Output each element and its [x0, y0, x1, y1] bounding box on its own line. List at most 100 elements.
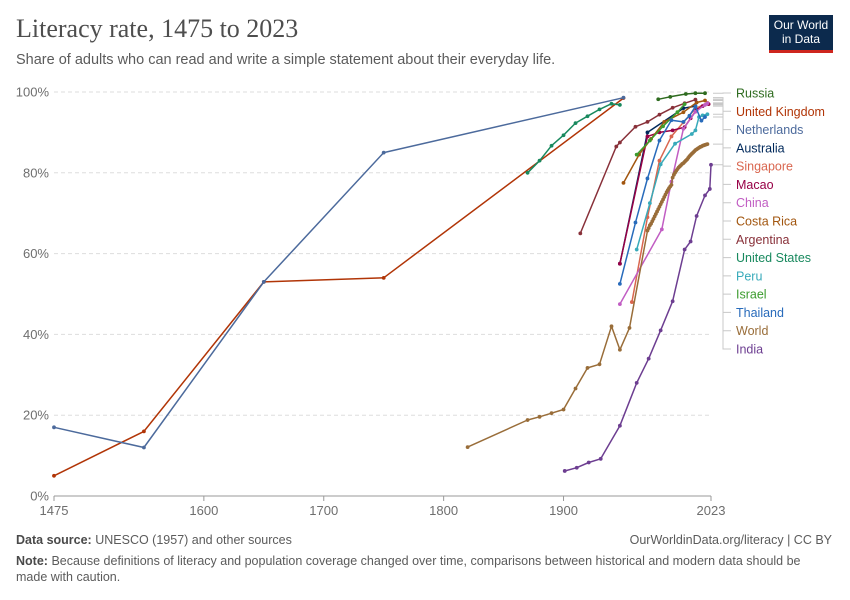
data-point: [689, 132, 694, 136]
data-point: [381, 150, 386, 155]
data-point: [675, 110, 680, 115]
data-point: [561, 133, 566, 138]
y-tick-label: 0%: [30, 489, 49, 504]
data-point: [705, 112, 710, 117]
data-point: [703, 91, 707, 96]
data-point: [537, 414, 542, 419]
data-point: [627, 326, 632, 330]
data-point: [659, 227, 664, 232]
data-point: [683, 92, 688, 96]
data-point: [658, 162, 663, 167]
data-point: [586, 460, 591, 465]
data-point: [525, 418, 530, 422]
data-point: [573, 121, 578, 126]
x-tick-label: 1700: [309, 503, 338, 518]
data-point: [465, 445, 470, 450]
series-line: [564, 164, 712, 472]
series-lines: [52, 91, 713, 478]
data-point: [657, 158, 662, 163]
data-point: [670, 128, 675, 133]
source-line: Data source: UNESCO (1957) and other sou…: [16, 533, 292, 547]
data-point: [662, 119, 667, 124]
legend-label: Singapore: [736, 160, 793, 174]
note-label: Note:: [16, 554, 48, 568]
y-tick-label: 80%: [23, 165, 49, 180]
data-point: [709, 162, 713, 167]
legend-label: United States: [736, 251, 811, 265]
data-point: [617, 302, 622, 306]
note-text: Because definitions of literacy and popu…: [16, 554, 801, 584]
data-point: [703, 98, 707, 103]
data-point: [617, 347, 622, 352]
y-tick-label: 40%: [23, 327, 49, 342]
note-line: Note: Because definitions of literacy an…: [16, 553, 826, 585]
legend-connector: [713, 105, 731, 149]
chart-subtitle: Share of adults who can read and write a…: [16, 52, 556, 68]
legend-label: India: [736, 343, 763, 357]
legend-connector: [713, 116, 731, 313]
chart-title: Literacy rate, 1475 to 2023: [16, 14, 299, 43]
data-point: [670, 105, 675, 110]
legend-connector: [713, 164, 731, 350]
credit-link[interactable]: OurWorldinData.org/literacy | CC BY: [629, 533, 832, 547]
owid-logo[interactable]: Our World in Data: [769, 15, 833, 53]
y-tick-label: 100%: [16, 85, 50, 100]
data-point: [693, 128, 698, 133]
data-point: [574, 465, 579, 470]
data-point: [705, 101, 710, 106]
y-tick-label: 20%: [23, 408, 49, 423]
data-point: [647, 138, 652, 143]
data-point: [562, 469, 567, 473]
logo-line-1: Our World: [773, 18, 829, 32]
data-point: [578, 231, 583, 236]
data-point: [669, 134, 674, 139]
data-point: [693, 91, 698, 96]
data-point: [670, 299, 675, 304]
data-point: [617, 423, 622, 428]
legend-connector: [713, 113, 731, 277]
data-point: [693, 109, 698, 114]
data-point: [634, 247, 639, 252]
x-tick-label: 1600: [189, 503, 218, 518]
data-point: [549, 143, 554, 148]
data-point: [658, 328, 663, 333]
data-point: [633, 124, 638, 129]
data-point: [617, 282, 622, 286]
data-point: [687, 113, 692, 118]
data-point: [682, 247, 687, 252]
data-point: [573, 386, 578, 391]
legend-connector: [713, 102, 731, 167]
data-point: [585, 114, 590, 119]
data-point: [614, 144, 619, 149]
data-point: [681, 126, 686, 131]
data-point: [688, 239, 693, 244]
series-line: [53, 97, 624, 477]
legend: Russia United Kingdom Netherlands Australia…: [713, 87, 825, 357]
legend-connector: [713, 103, 731, 295]
data-point: [669, 118, 674, 123]
data-point: [661, 124, 665, 129]
data-point: [656, 97, 661, 102]
data-point: [621, 181, 626, 185]
data-point: [52, 425, 56, 430]
y-tick-label: 60%: [23, 246, 49, 261]
data-point: [669, 183, 674, 187]
data-point: [693, 97, 698, 102]
data-point: [598, 456, 603, 461]
data-point: [633, 220, 638, 225]
data-point: [525, 170, 530, 175]
data-point: [142, 445, 146, 450]
data-point: [657, 138, 662, 143]
legend-label: Australia: [736, 141, 785, 155]
data-point: [703, 193, 707, 198]
data-point: [694, 214, 699, 218]
data-point: [707, 187, 712, 191]
series-line: [53, 96, 624, 449]
data-point: [52, 473, 56, 478]
series-line: [467, 143, 708, 448]
data-point: [629, 300, 634, 304]
data-point: [261, 279, 266, 284]
data-point: [617, 261, 622, 266]
series-line: [658, 92, 705, 101]
data-point: [537, 158, 542, 163]
